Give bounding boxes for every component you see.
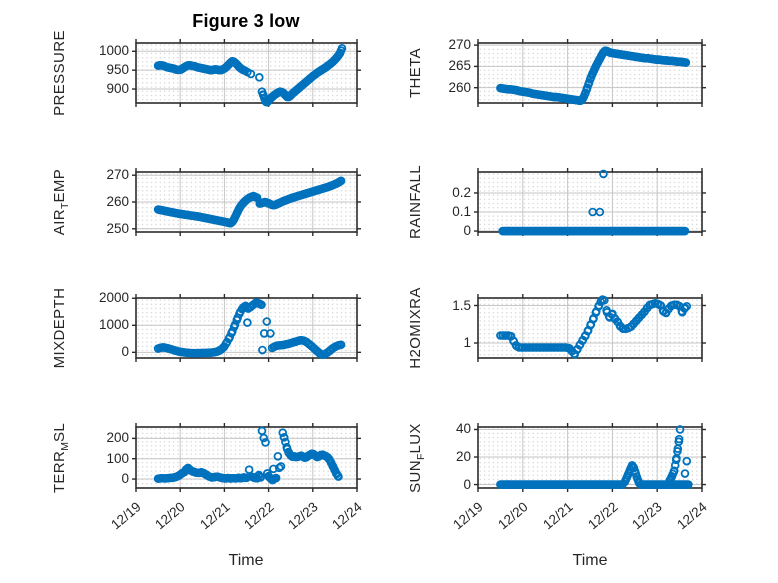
ytick-label-pressure: 900	[106, 81, 129, 97]
x-axis-label-left: Time	[228, 552, 264, 569]
series-sun-flux	[496, 425, 693, 489]
xtick-label: 12/24	[329, 499, 365, 533]
subplot-pressure	[132, 39, 361, 107]
ytick-label-sun-flux: 0	[463, 476, 471, 492]
xtick-label: 12/20	[495, 499, 531, 533]
ytick-label-sun-flux: 20	[455, 449, 471, 465]
ylabel-terr-msl: TERRMSL	[51, 422, 71, 493]
subplot-rainfall	[474, 168, 706, 236]
xtick-label: 12/19	[450, 499, 486, 533]
ytick-label-mixdepth: 2000	[98, 290, 129, 306]
subplot-theta	[474, 39, 706, 107]
series-pressure	[153, 43, 347, 107]
ytick-label-air-temp: 250	[106, 220, 129, 236]
series-terr-msl	[153, 426, 343, 485]
xtick-label: 12/21	[539, 499, 576, 533]
ytick-label-rainfall: 0	[463, 223, 471, 239]
subplot-mixdepth	[132, 294, 361, 362]
ytick-label-pressure: 950	[106, 62, 129, 78]
xtick-label: 12/21	[196, 499, 233, 533]
ytick-label-h2omixra: 1.5	[452, 297, 471, 313]
xtick-label: 12/24	[674, 499, 710, 533]
ytick-label-air-temp: 260	[106, 194, 129, 209]
subplot-terr-msl	[132, 423, 361, 492]
x-axis-label-right: Time	[572, 552, 608, 569]
xtick-label: 12/23	[629, 499, 666, 533]
series-mixdepth	[153, 298, 346, 360]
series-air-temp	[153, 176, 346, 228]
xtick-label: 12/19	[108, 499, 144, 533]
series-rainfall	[498, 169, 690, 236]
series-theta	[496, 46, 691, 106]
subplot-h2omixra	[474, 294, 706, 362]
ytick-label-sun-flux: 40	[455, 421, 471, 437]
ytick-label-h2omixra: 1	[463, 335, 471, 350]
figure-title: Figure 3 low	[192, 11, 300, 31]
xtick-label: 12/23	[285, 499, 321, 533]
ytick-label-rainfall: 0.1	[452, 204, 471, 219]
ytick-label-pressure: 1000	[98, 43, 129, 59]
ytick-label-terr-msl: 0	[121, 471, 129, 487]
ytick-label-mixdepth: 0	[121, 344, 129, 360]
subplot-air-temp	[132, 168, 361, 236]
ytick-label-theta: 260	[448, 79, 471, 95]
series-h2omixra	[496, 295, 692, 359]
ytick-label-mixdepth: 1000	[98, 317, 129, 333]
ytick-label-terr-msl: 200	[106, 430, 129, 446]
xtick-label: 12/22	[584, 499, 621, 533]
ytick-label-rainfall: 0.2	[452, 184, 471, 200]
ytick-label-air-temp: 270	[106, 167, 129, 183]
xtick-label: 12/22	[240, 499, 277, 533]
ytick-label-terr-msl: 100	[106, 450, 129, 466]
subplot-sun-flux	[474, 423, 706, 492]
ytick-label-theta: 265	[448, 58, 471, 74]
ytick-label-theta: 270	[448, 37, 471, 53]
xtick-label: 12/20	[152, 499, 189, 533]
ylabel-sun-flux: SUNFLUX	[407, 422, 427, 493]
